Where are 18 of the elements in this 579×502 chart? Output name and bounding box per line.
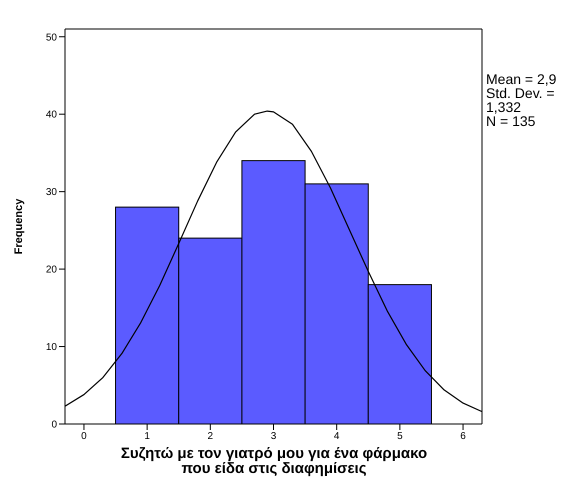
x-tick-label: 0 <box>81 431 88 442</box>
x-tick-label: 5 <box>397 431 404 442</box>
y-tick-label: 50 <box>46 32 58 44</box>
x-tick-label: 1 <box>144 431 150 442</box>
y-axis-title: Frequency <box>12 198 25 254</box>
y-tick-label: 30 <box>46 187 58 198</box>
x-tick-label: 4 <box>334 431 340 442</box>
text: N = 135 <box>486 113 536 129</box>
y-tick-label: 20 <box>46 264 58 276</box>
y-tick-label: 0 <box>51 420 58 431</box>
x-axis-title: Συζητώ με τον γιατρό μου για ένα φάρμακο που είδα στις διαφημίσεις <box>120 445 428 477</box>
y-tick-label: 40 <box>46 110 58 121</box>
x-tick-label: 2 <box>208 431 214 442</box>
text: Std. Dev. = 1,332 <box>486 85 555 115</box>
x-tick-label: 3 <box>270 431 277 442</box>
y-tick-label: 10 <box>46 342 58 354</box>
x-tick-label: 6 <box>460 431 466 442</box>
text: Mean = 2,9 <box>486 71 558 87</box>
